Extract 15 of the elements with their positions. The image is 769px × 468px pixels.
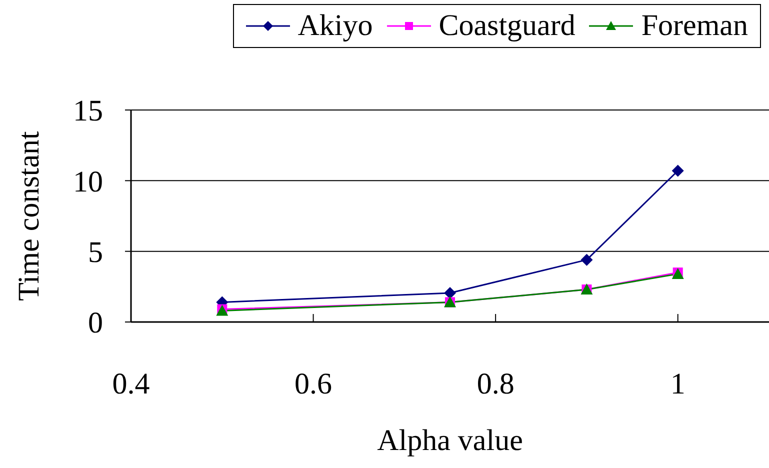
point [580, 254, 593, 266]
legend-label: Foreman [641, 9, 748, 43]
y-tick-label: 5 [88, 236, 103, 269]
x-axis-title: Alpha value [377, 424, 523, 457]
y-tick-label: 10 [73, 165, 103, 198]
legend-label: Coastguard [438, 9, 576, 43]
x-tick-label: 0.4 [112, 367, 150, 400]
y-axis-title: Time constant [12, 130, 46, 301]
point [672, 164, 684, 177]
x-tick-label: 0.8 [476, 367, 514, 400]
y-tick-label: 15 [73, 94, 103, 128]
y-tick-label: 0 [88, 306, 103, 340]
x-tick-label: 1 [670, 367, 686, 400]
legend-label: Akiyo [298, 9, 373, 43]
x-tick-label: 0.6 [294, 367, 332, 400]
